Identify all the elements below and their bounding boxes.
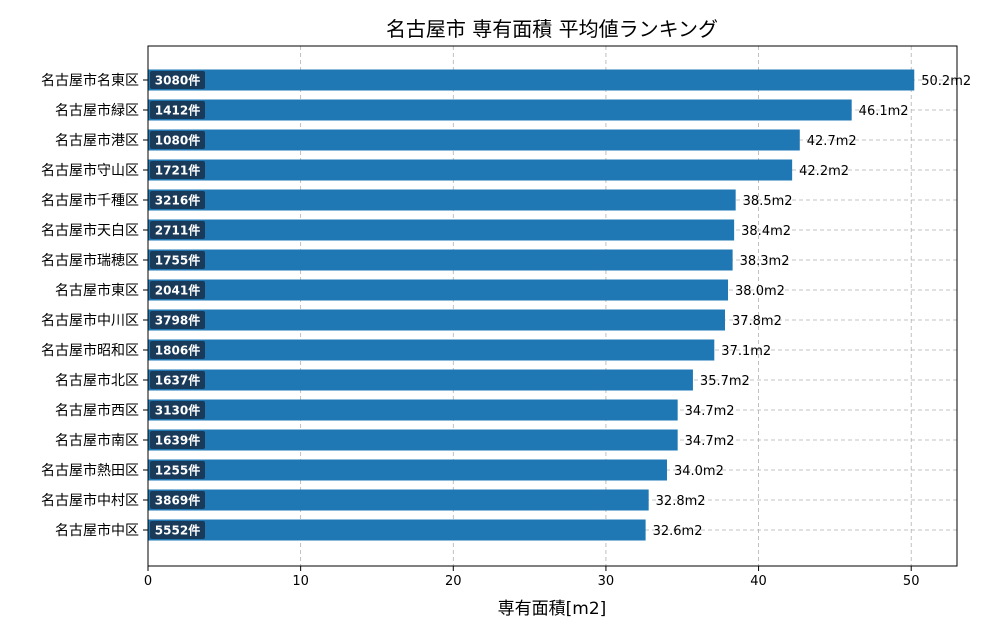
count-badge xyxy=(150,431,205,449)
category-label: 名古屋市千種区 xyxy=(41,192,139,209)
value-label: 37.8m2 xyxy=(732,314,782,329)
chart-title: 名古屋市 専有面積 平均値ランキング xyxy=(386,17,718,41)
value-label: 34.7m2 xyxy=(685,434,735,449)
bar xyxy=(148,159,793,181)
plot-frame xyxy=(147,45,958,567)
value-label: 38.3m2 xyxy=(740,254,790,269)
value-label: 38.5m2 xyxy=(743,194,793,209)
count-badge xyxy=(150,191,205,209)
count-badge xyxy=(150,341,205,359)
count-badge xyxy=(150,461,205,479)
count-label: 3080件 xyxy=(155,73,200,88)
category-label: 名古屋市天白区 xyxy=(41,222,139,239)
bar xyxy=(148,129,800,151)
count-badge xyxy=(150,71,205,89)
value-label: 37.1m2 xyxy=(721,344,771,359)
value-label: 35.7m2 xyxy=(700,374,750,389)
x-tick-label: 20 xyxy=(445,574,462,589)
count-label: 1080件 xyxy=(155,133,200,148)
count-badge xyxy=(150,161,205,179)
bar xyxy=(148,69,915,91)
category-label: 名古屋市緑区 xyxy=(55,102,139,119)
count-label: 1637件 xyxy=(155,373,200,388)
value-label: 34.7m2 xyxy=(685,404,735,419)
count-badge xyxy=(150,221,205,239)
x-axis: 0 10 20 30 40 50 xyxy=(144,566,920,589)
value-label: 38.4m2 xyxy=(741,224,791,239)
x-tick-label: 10 xyxy=(292,574,309,589)
count-label: 3798件 xyxy=(155,313,200,328)
count-badge xyxy=(150,311,205,329)
count-label: 1721件 xyxy=(155,163,200,178)
count-label: 3130件 xyxy=(155,403,200,418)
count-badge xyxy=(150,281,205,299)
bar xyxy=(148,459,667,481)
bar-layer: 3080件 50.2m2 1412件 46.1m2 1080件 42.7m2 1721件 42… xyxy=(148,69,971,541)
count-label: 1255件 xyxy=(155,463,200,478)
count-label: 1639件 xyxy=(155,433,200,448)
count-label: 5552件 xyxy=(155,523,200,538)
value-label: 42.2m2 xyxy=(799,164,849,179)
bar xyxy=(148,489,649,511)
bar xyxy=(148,339,715,361)
count-badge xyxy=(150,491,205,509)
bar xyxy=(148,429,678,451)
bar xyxy=(148,519,646,541)
count-badge xyxy=(150,371,205,389)
count-label: 1806件 xyxy=(155,343,200,358)
category-label: 名古屋市西区 xyxy=(55,402,139,419)
count-label: 1755件 xyxy=(155,253,200,268)
bar xyxy=(148,279,729,301)
count-label: 1412件 xyxy=(155,103,200,118)
value-label: 32.8m2 xyxy=(656,494,706,509)
category-label: 名古屋市守山区 xyxy=(41,162,139,179)
count-badge xyxy=(150,521,205,539)
value-label: 32.6m2 xyxy=(653,524,703,539)
x-tick-label: 30 xyxy=(598,574,615,589)
value-label: 38.0m2 xyxy=(735,284,785,299)
category-label: 名古屋市瑞穂区 xyxy=(41,252,139,269)
count-label: 3869件 xyxy=(155,493,200,508)
x-axis-title: 専有面積[m2] xyxy=(498,599,607,619)
category-label: 名古屋市名東区 xyxy=(41,72,139,89)
category-label: 名古屋市南区 xyxy=(55,432,139,449)
bar xyxy=(148,99,852,121)
count-badge xyxy=(150,251,205,269)
count-label: 2711件 xyxy=(155,223,200,238)
count-label: 3216件 xyxy=(155,193,200,208)
count-badge xyxy=(150,101,205,119)
bar xyxy=(148,309,725,331)
value-label: 50.2m2 xyxy=(921,74,971,89)
category-label: 名古屋市北区 xyxy=(55,372,139,389)
count-badge xyxy=(150,131,205,149)
category-label: 名古屋市港区 xyxy=(55,132,139,149)
x-tick-label: 50 xyxy=(903,574,920,589)
y-axis: 名古屋市名東区名古屋市緑区名古屋市港区名古屋市守山区名古屋市千種区名古屋市天白区… xyxy=(41,72,148,539)
category-label: 名古屋市中村区 xyxy=(41,492,139,509)
x-tick-label: 0 xyxy=(144,574,152,589)
category-label: 名古屋市熱田区 xyxy=(41,462,139,479)
bar xyxy=(148,249,733,271)
category-label: 名古屋市東区 xyxy=(55,282,139,299)
x-tick-label: 40 xyxy=(750,574,767,589)
count-badge xyxy=(150,401,205,419)
value-label: 34.0m2 xyxy=(674,464,724,479)
value-label: 46.1m2 xyxy=(859,104,909,119)
category-label: 名古屋市中川区 xyxy=(41,312,139,329)
value-label: 42.7m2 xyxy=(807,134,857,149)
bar xyxy=(148,399,678,421)
category-label: 名古屋市中区 xyxy=(55,522,139,539)
bar xyxy=(148,219,735,241)
bar xyxy=(148,189,736,211)
bar xyxy=(148,369,693,391)
category-label: 名古屋市昭和区 xyxy=(41,342,139,359)
grid-layer xyxy=(148,46,957,566)
count-label: 2041件 xyxy=(155,283,200,298)
